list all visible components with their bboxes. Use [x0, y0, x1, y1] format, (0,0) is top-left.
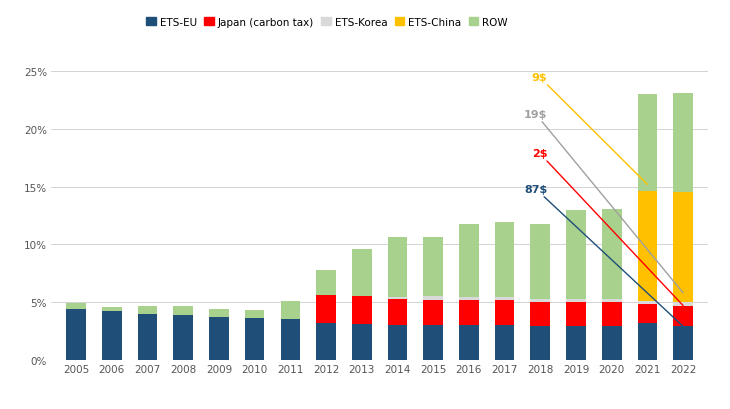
Bar — [388, 298, 407, 299]
Bar — [673, 193, 693, 302]
Bar — [352, 297, 372, 324]
Bar — [388, 299, 407, 326]
Bar — [566, 302, 585, 326]
Bar — [280, 301, 300, 319]
Bar — [102, 312, 122, 360]
Bar — [566, 210, 585, 299]
Text: 19$: 19$ — [524, 110, 683, 293]
Bar — [566, 299, 585, 302]
Bar — [245, 319, 264, 360]
Bar — [495, 223, 515, 298]
Bar — [673, 326, 693, 360]
Bar — [316, 270, 336, 295]
Bar — [423, 238, 443, 297]
Bar — [66, 303, 86, 309]
Bar — [602, 209, 621, 299]
Bar — [138, 314, 158, 360]
Text: 87$: 87$ — [524, 184, 683, 326]
Bar — [174, 306, 193, 315]
Bar — [531, 224, 550, 299]
Bar — [673, 306, 693, 326]
Bar — [637, 301, 657, 305]
Bar — [388, 238, 407, 298]
Bar — [637, 323, 657, 360]
Legend: ETS-EU, Japan (carbon tax), ETS-Korea, ETS-China, ROW: ETS-EU, Japan (carbon tax), ETS-Korea, E… — [142, 14, 512, 32]
Bar — [495, 298, 515, 300]
Bar — [423, 300, 443, 326]
Bar — [209, 309, 228, 317]
Bar — [459, 326, 479, 360]
Bar — [245, 310, 264, 319]
Bar — [174, 315, 193, 360]
Bar — [316, 323, 336, 360]
Bar — [459, 224, 479, 298]
Bar — [280, 319, 300, 360]
Bar — [388, 326, 407, 360]
Bar — [138, 306, 158, 314]
Bar — [566, 326, 585, 360]
Bar — [602, 302, 621, 326]
Bar — [602, 299, 621, 302]
Bar — [531, 326, 550, 360]
Bar — [209, 317, 228, 360]
Bar — [531, 299, 550, 302]
Bar — [316, 295, 336, 323]
Text: 9$: 9$ — [531, 73, 648, 185]
Bar — [602, 326, 621, 360]
Bar — [459, 298, 479, 300]
Bar — [637, 305, 657, 323]
Bar — [637, 95, 657, 192]
Bar — [637, 192, 657, 301]
Bar — [102, 307, 122, 312]
Bar — [673, 302, 693, 306]
Bar — [66, 309, 86, 360]
Bar — [423, 297, 443, 300]
Bar — [352, 324, 372, 360]
Bar — [352, 249, 372, 297]
Bar — [531, 302, 550, 326]
Text: 2$: 2$ — [532, 149, 683, 306]
Bar — [459, 300, 479, 326]
Bar — [495, 300, 515, 326]
Bar — [495, 326, 515, 360]
Bar — [423, 326, 443, 360]
Bar — [673, 94, 693, 193]
